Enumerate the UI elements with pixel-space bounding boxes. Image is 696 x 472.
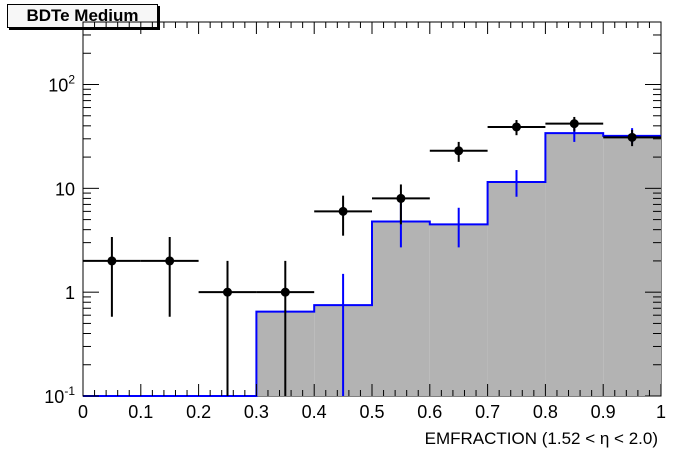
x-tick-label: 0.5 <box>359 402 384 422</box>
x-tick-label: 0.3 <box>244 402 269 422</box>
histogram-bar <box>487 182 546 396</box>
data-point <box>338 206 348 216</box>
y-tick-label: 102 <box>48 73 75 96</box>
axes-layer: 0 0.1 0.2 0.3 0.4 0.5 0.6 0.7 0.8 0.9 1 10-1 1 10 102 <box>44 21 666 422</box>
x-axis-label: EMFRACTION (1.52 < η < 2.0) <box>425 429 658 448</box>
data-point <box>512 122 521 132</box>
x-tick-label: 0.9 <box>591 402 616 422</box>
y-tick-label: 10 <box>55 179 75 199</box>
x-tick-label: 1 <box>656 402 666 422</box>
histogram-layer <box>83 124 661 397</box>
data-points-layer <box>83 116 661 396</box>
data-point <box>627 132 637 142</box>
data-point <box>107 256 117 266</box>
y-tick-label: 10-1 <box>44 384 75 407</box>
data-point <box>454 146 464 156</box>
x-tick-label: 0.4 <box>302 402 327 422</box>
x-tick-label: 0.7 <box>475 402 500 422</box>
data-point <box>223 287 232 297</box>
y-tick-label: 1 <box>65 283 75 303</box>
data-point <box>569 119 579 129</box>
data-point <box>396 193 406 203</box>
histogram-bar <box>545 133 604 396</box>
x-tick-label: 0.2 <box>186 402 211 422</box>
x-tick-label: 0.1 <box>128 402 153 422</box>
data-point <box>280 287 290 297</box>
histogram-bar <box>429 224 488 396</box>
histogram-bar <box>603 135 661 396</box>
x-tick-label: 0.8 <box>533 402 558 422</box>
x-tick-label: 0.6 <box>417 402 442 422</box>
x-tick-label: 0 <box>78 402 88 422</box>
histogram-bar <box>372 221 430 396</box>
data-point <box>165 256 175 266</box>
